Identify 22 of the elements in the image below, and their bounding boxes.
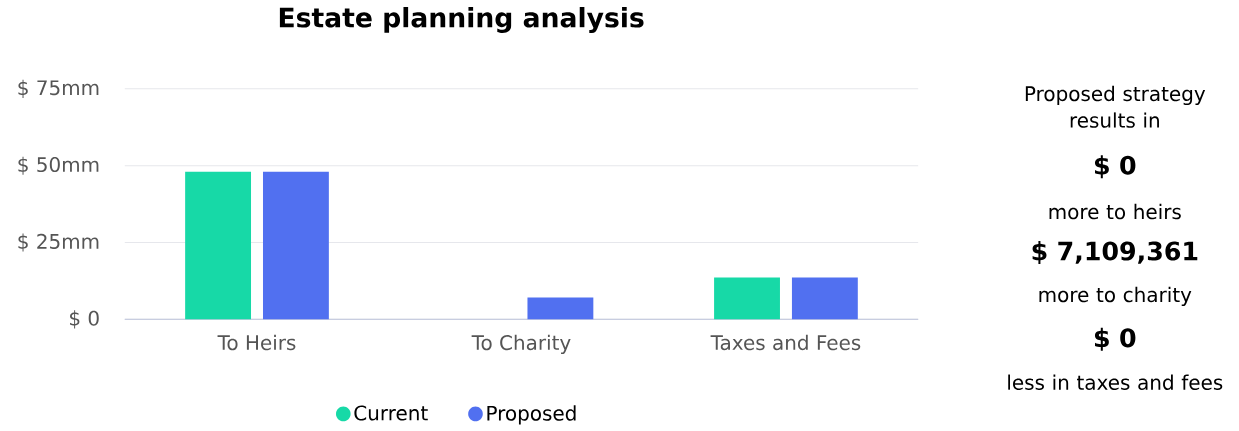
text: Proposed strategy results in — [1025, 85, 1206, 128]
text: $ 0 — [1094, 155, 1136, 179]
chart-title: Estate planning analysis — [279, 6, 644, 33]
x-tick-label: Taxes and Fees — [710, 334, 861, 351]
bar — [185, 171, 252, 320]
text: more to charity — [1039, 286, 1192, 307]
bar — [527, 297, 594, 320]
bar — [262, 171, 329, 320]
text: $ 7,109,361 — [1032, 240, 1198, 264]
y-tick-label: $ 75mm — [18, 79, 99, 98]
y-tick-label: $ 0 — [70, 310, 99, 329]
legend-label: Current — [354, 405, 428, 421]
text: more to heirs — [1049, 203, 1181, 220]
text: $ 0 — [1094, 327, 1136, 351]
x-tick-label: To Heirs — [217, 334, 296, 351]
legend-label: Proposed — [487, 405, 576, 425]
text: less in taxes and fees — [1008, 374, 1223, 390]
x-tick-label: To Charity — [471, 334, 571, 354]
bar — [791, 277, 858, 320]
bar — [714, 277, 780, 320]
y-tick-label: $ 25mm — [18, 233, 99, 252]
y-tick-label: $ 50mm — [18, 156, 99, 175]
